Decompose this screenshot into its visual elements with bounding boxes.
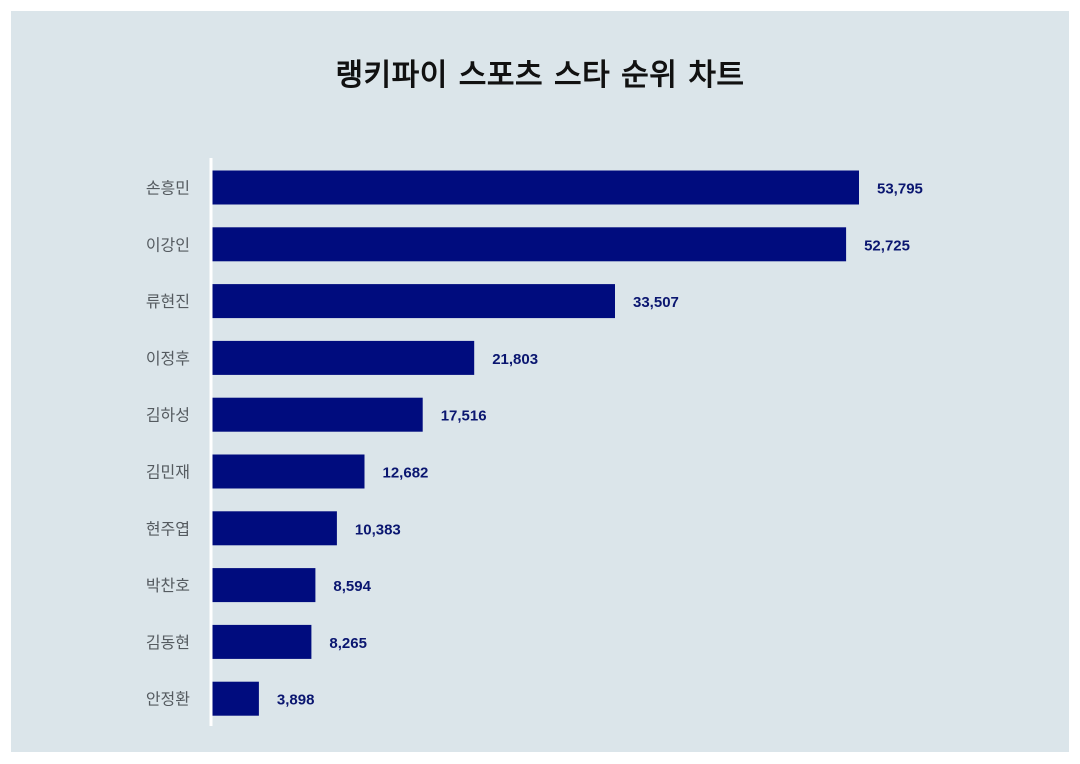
value-label: 8,594 <box>333 578 371 595</box>
category-label: 안정환 <box>146 690 190 709</box>
value-label: 17,516 <box>441 408 487 425</box>
category-label: 류현진 <box>146 292 190 311</box>
bar-3 <box>212 284 615 319</box>
bar-1 <box>212 170 859 205</box>
category-label: 김하성 <box>146 406 190 425</box>
bar-2 <box>212 227 847 262</box>
category-label: 김동현 <box>146 633 190 652</box>
category-label: 박찬호 <box>146 576 190 595</box>
category-label: 이강인 <box>146 235 190 254</box>
value-label: 33,507 <box>633 294 679 311</box>
category-label: 김민재 <box>146 463 190 482</box>
category-label: 이정후 <box>146 349 190 368</box>
bar-8 <box>212 568 316 603</box>
chart-title: 랭키파이 스포츠 스타 순위 차트 <box>335 58 745 93</box>
chart-panel <box>11 11 1069 752</box>
category-label: 손흥민 <box>146 179 190 198</box>
bar-10 <box>212 681 259 716</box>
bar-6 <box>212 454 365 489</box>
value-label: 52,725 <box>864 237 910 254</box>
value-label: 53,795 <box>877 181 923 198</box>
bar-7 <box>212 511 337 546</box>
value-label: 21,803 <box>492 351 538 368</box>
value-label: 3,898 <box>277 692 315 709</box>
category-label: 현주엽 <box>146 519 190 538</box>
value-label: 8,265 <box>329 635 367 652</box>
bar-5 <box>212 397 423 432</box>
value-label: 10,383 <box>355 521 401 538</box>
value-label: 12,682 <box>383 465 429 482</box>
bar-9 <box>212 624 312 659</box>
bar-4 <box>212 340 475 375</box>
